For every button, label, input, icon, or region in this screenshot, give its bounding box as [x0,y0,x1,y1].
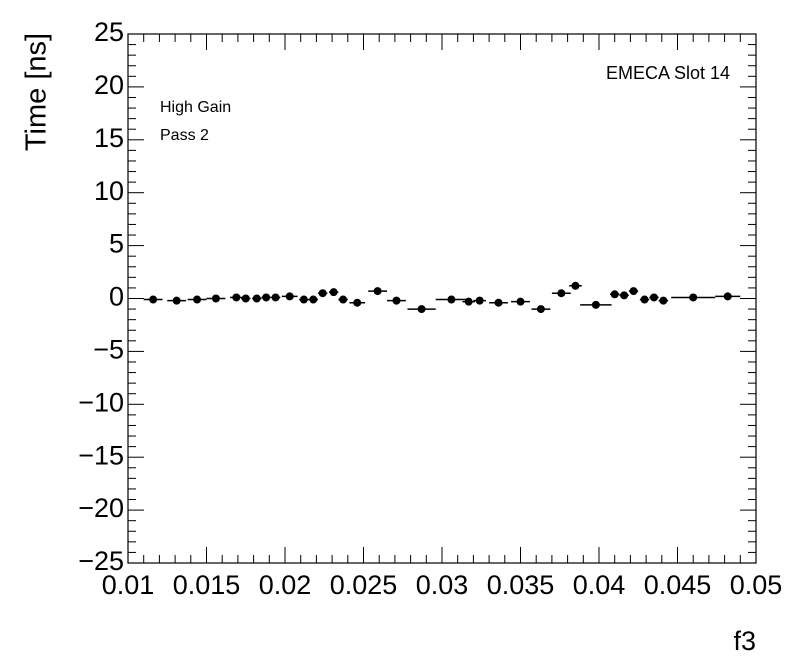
point [417,305,426,314]
point [193,295,202,304]
y-tick-label: 5 [109,229,124,259]
point [640,295,649,304]
y-tick-label: −10 [78,387,124,417]
point [591,300,600,309]
point [211,294,220,303]
y-tick-label: −5 [93,335,124,365]
point [149,295,158,304]
point [353,298,362,307]
point [571,281,580,290]
point [309,295,318,304]
point [373,287,382,296]
x-tick-label: 0.01 [102,570,155,600]
point [494,298,503,307]
x-axis-label: f3 [733,626,756,656]
point [241,294,250,303]
point [689,293,698,302]
x-tick-label: 0.035 [487,570,555,600]
x-tick-label: 0.03 [416,570,469,600]
y-tick-label: −20 [78,493,124,523]
point [232,293,241,302]
point [475,296,484,305]
point [447,295,456,304]
annotation: Pass 2 [160,127,209,144]
point [285,292,294,301]
x-tick-label: 0.045 [644,570,712,600]
x-tick-label: 0.025 [330,570,398,600]
point [252,294,261,303]
annotation: EMECA Slot 14 [606,63,730,83]
x-tick-label: 0.04 [573,570,626,600]
y-tick-label: −15 [78,440,124,470]
point [620,291,629,300]
point [659,296,668,305]
point [516,297,525,306]
point [629,287,638,296]
point [723,292,732,301]
annotation: High Gain [160,99,231,116]
point [271,293,280,302]
y-axis-label: Time [ns] [21,33,53,151]
point [557,289,566,298]
point [318,289,327,298]
point [464,297,473,306]
y-tick-label: 20 [94,70,124,100]
y-tick-label: 15 [94,123,124,153]
y-tick-label: −25 [78,546,124,576]
point [610,290,619,299]
y-tick-label: 10 [94,176,124,206]
point [392,296,401,305]
y-tick-label: 25 [94,17,124,47]
x-tick-label: 0.02 [259,570,312,600]
point [339,295,348,304]
point [649,293,658,302]
point [172,296,181,305]
point [329,288,338,297]
x-tick-label: 0.015 [173,570,241,600]
point [536,305,545,314]
x-tick-label: 0.05 [730,570,783,600]
point [299,295,308,304]
point [262,293,271,302]
y-tick-label: 0 [109,282,124,312]
